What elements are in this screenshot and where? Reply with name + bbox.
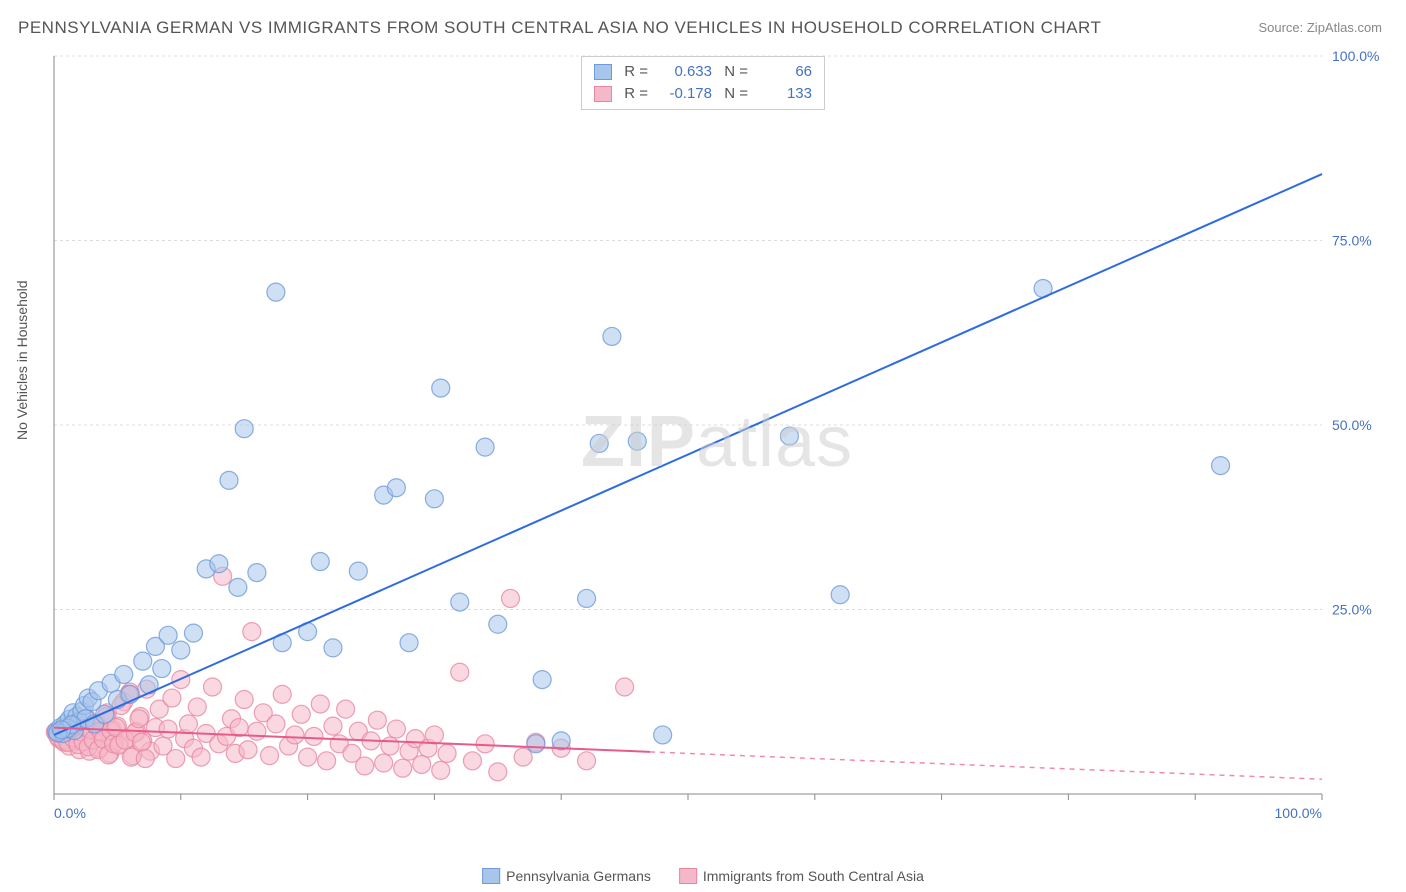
source-attribution: Source: ZipAtlas.com (1258, 20, 1382, 35)
n-value-series1: 66 (756, 61, 812, 83)
scatter-chart: 25.0%50.0%75.0%100.0%0.0%100.0% (52, 52, 1382, 832)
swatch-series1 (594, 64, 612, 80)
n-value-series2: 133 (756, 83, 812, 105)
n-label: N = (720, 61, 748, 83)
legend-item-series1: Pennsylvania Germans (482, 868, 651, 884)
svg-text:100.0%: 100.0% (1275, 805, 1322, 821)
legend-label-series2: Immigrants from South Central Asia (703, 868, 924, 884)
stats-row-series2: R = -0.178 N = 133 (594, 83, 812, 105)
chart-title: PENNSYLVANIA GERMAN VS IMMIGRANTS FROM S… (18, 18, 1101, 38)
svg-text:0.0%: 0.0% (54, 805, 86, 821)
bottom-legend: Pennsylvania Germans Immigrants from Sou… (482, 868, 924, 884)
legend-item-series2: Immigrants from South Central Asia (679, 868, 924, 884)
svg-text:25.0%: 25.0% (1332, 602, 1372, 618)
r-value-series2: -0.178 (656, 83, 712, 105)
r-label: R = (620, 83, 648, 105)
stats-legend-box: R = 0.633 N = 66 R = -0.178 N = 133 (581, 56, 825, 110)
svg-text:100.0%: 100.0% (1332, 48, 1379, 64)
y-axis-label: No Vehicles in Household (14, 280, 30, 440)
n-label: N = (720, 83, 748, 105)
stats-row-series1: R = 0.633 N = 66 (594, 61, 812, 83)
swatch-series2 (594, 86, 612, 102)
svg-text:75.0%: 75.0% (1332, 233, 1372, 249)
svg-text:50.0%: 50.0% (1332, 417, 1372, 433)
legend-label-series1: Pennsylvania Germans (506, 868, 651, 884)
plot-area: 25.0%50.0%75.0%100.0%0.0%100.0% ZIPatlas (52, 52, 1382, 832)
r-label: R = (620, 61, 648, 83)
swatch-series1 (482, 868, 500, 884)
swatch-series2 (679, 868, 697, 884)
r-value-series1: 0.633 (656, 61, 712, 83)
